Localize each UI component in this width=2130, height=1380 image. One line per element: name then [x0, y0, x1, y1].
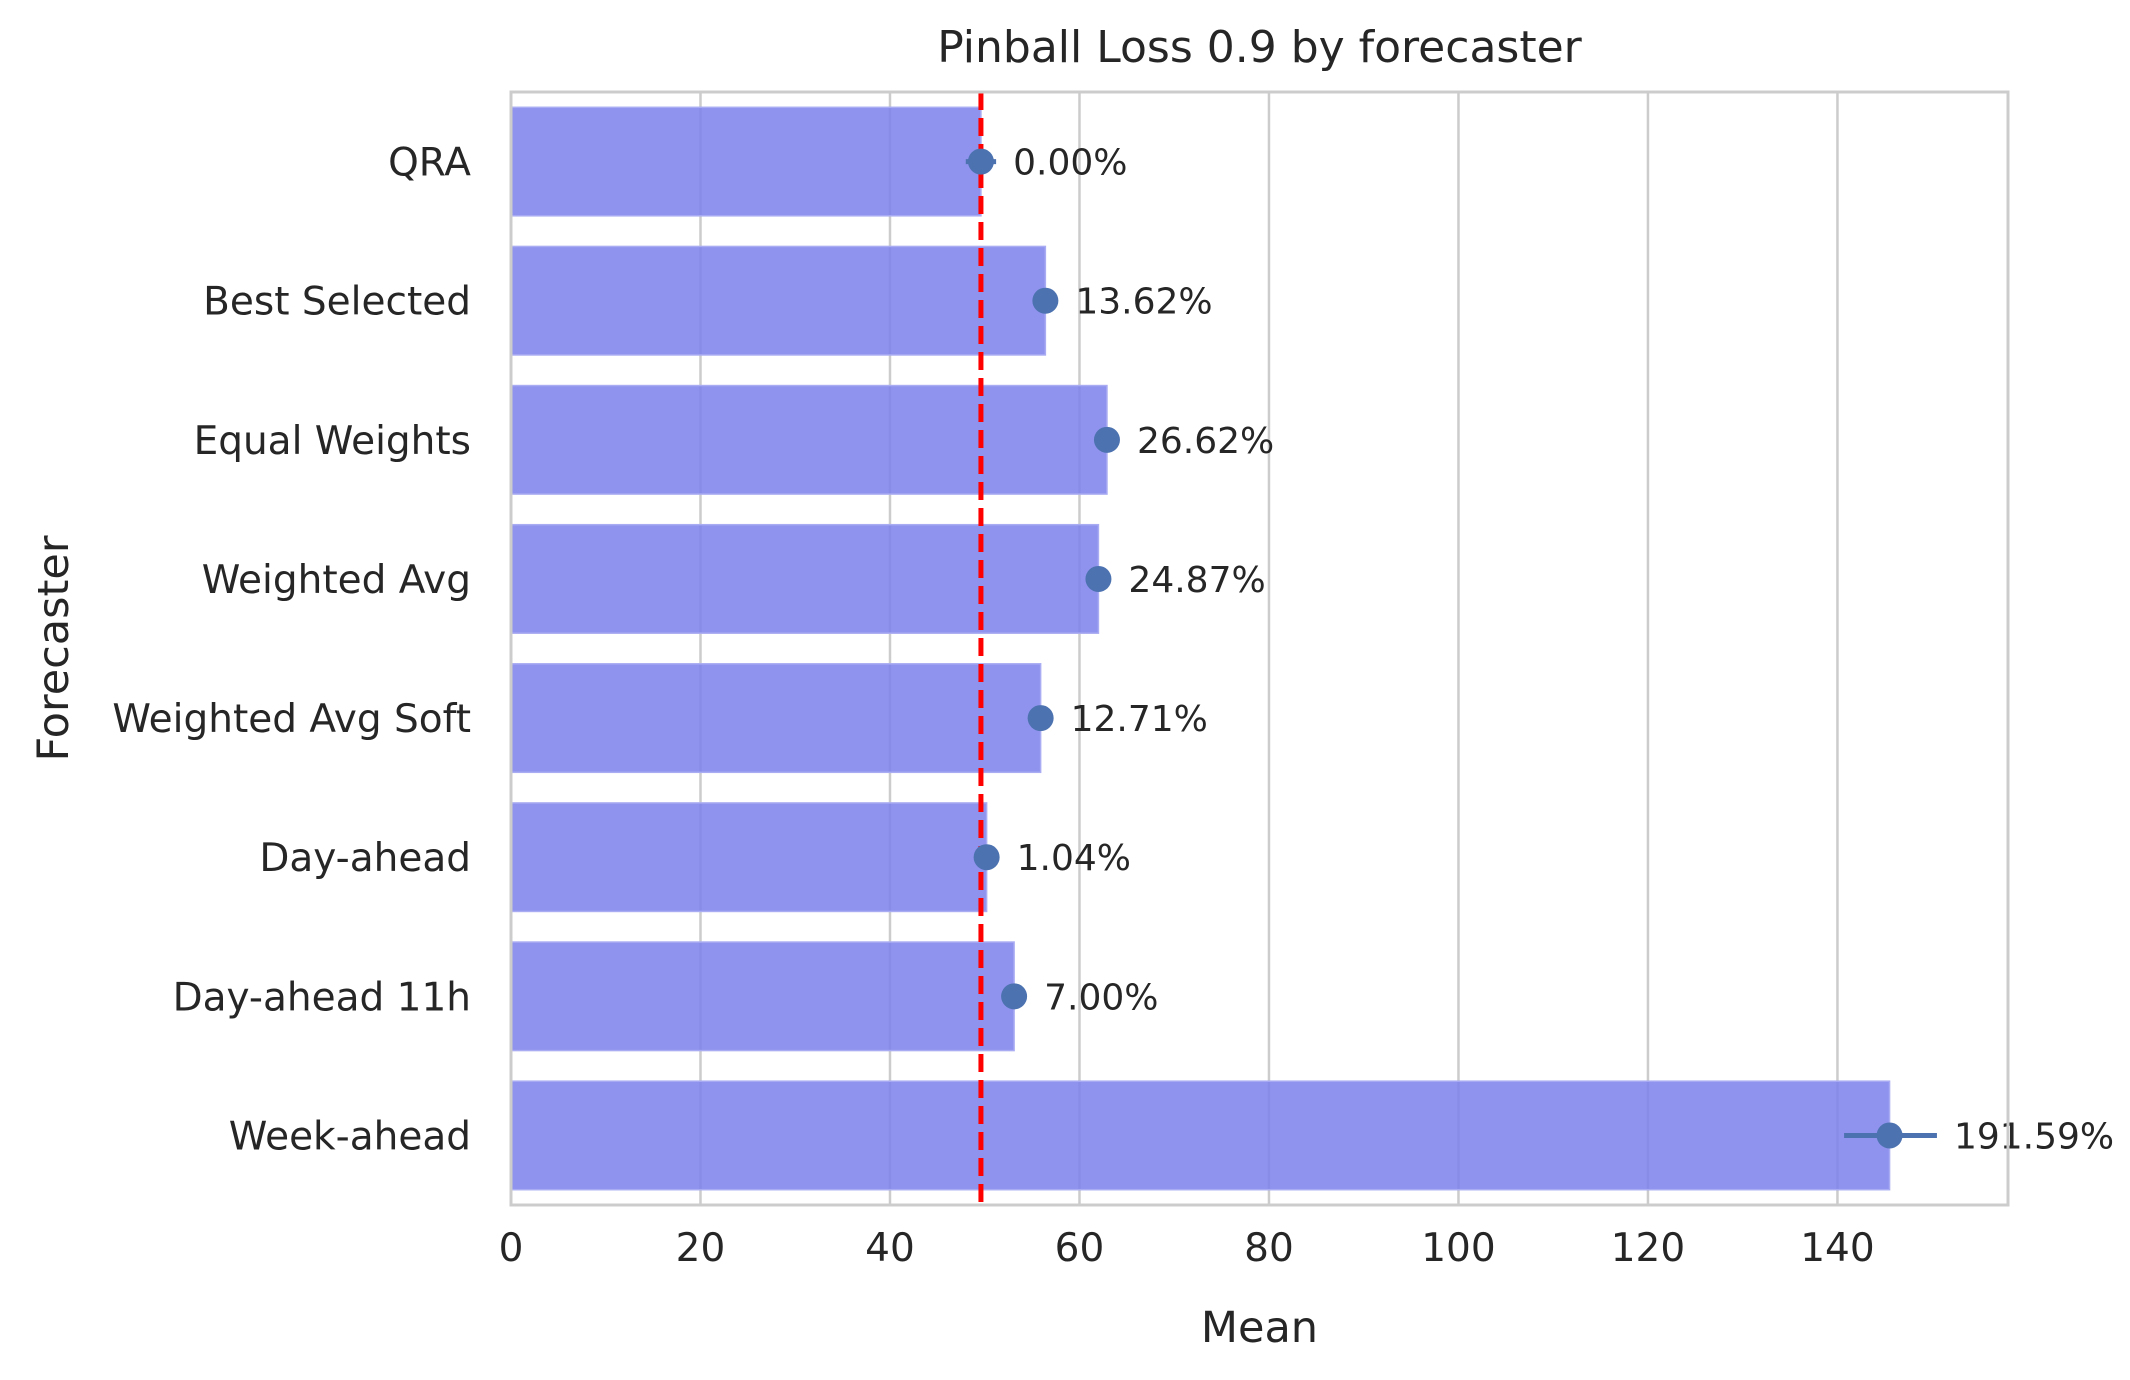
bar [510, 245, 1047, 356]
data-labels: 0.00% 13.62% 26.62% 24.87% 12.71% 1.04% 7.00% 1… [1013, 143, 2114, 1158]
point-marker [1027, 705, 1054, 732]
tick-labels: 0 20 40 60 80 100 120 140 QRA Best Selected Equal … [112, 141, 1874, 1271]
data-label: 1.04% [1017, 838, 1131, 879]
data-label: 191.59% [1954, 1116, 2114, 1157]
x-tick-label: 0 [499, 1226, 524, 1271]
data-label: 0.00% [1013, 143, 1127, 184]
bar [510, 1080, 1891, 1191]
bar [510, 106, 982, 217]
x-tick-label: 60 [1055, 1226, 1105, 1271]
point-marker [1032, 287, 1059, 314]
x-tick-label: 120 [1611, 1226, 1685, 1271]
point-marker [967, 148, 994, 175]
x-tick-label: 140 [1800, 1226, 1874, 1271]
x-axis-label: Mean [1201, 1303, 1318, 1353]
point-marker [973, 844, 1000, 871]
bar [510, 941, 1015, 1052]
y-tick-label: Equal Weights [194, 419, 471, 464]
point-marker [1001, 983, 1028, 1010]
point-marker [1093, 426, 1120, 453]
data-label: 24.87% [1128, 560, 1265, 601]
points [965, 148, 1937, 1149]
bar [510, 523, 1100, 634]
y-tick-label: Weighted Avg Soft [112, 697, 471, 742]
x-tick-label: 80 [1244, 1226, 1294, 1271]
bars [510, 106, 1891, 1191]
bar [510, 663, 1042, 774]
data-label: 26.62% [1137, 421, 1274, 462]
y-tick-label: QRA [388, 141, 471, 186]
x-tick-label: 40 [865, 1226, 915, 1271]
bar [510, 802, 988, 913]
plot-frame [509, 90, 2010, 1207]
y-tick-label: Day-ahead 11h [173, 975, 471, 1020]
y-tick-label: Week-ahead [229, 1114, 471, 1159]
y-axis-label: Forecaster [29, 535, 79, 761]
x-tick-label: 100 [1421, 1226, 1495, 1271]
y-tick-label: Weighted Avg [202, 558, 471, 603]
data-label: 7.00% [1044, 977, 1158, 1018]
y-tick-label: Best Selected [203, 280, 471, 325]
x-tick-label: 20 [676, 1226, 726, 1271]
data-label: 12.71% [1071, 699, 1208, 740]
point-marker [1876, 1122, 1903, 1149]
point-marker [1085, 565, 1112, 592]
chart-title: Pinball Loss 0.9 by forecaster [937, 22, 1582, 73]
y-tick-label: Day-ahead [259, 836, 471, 881]
data-label: 13.62% [1075, 282, 1212, 323]
bar [510, 384, 1108, 495]
